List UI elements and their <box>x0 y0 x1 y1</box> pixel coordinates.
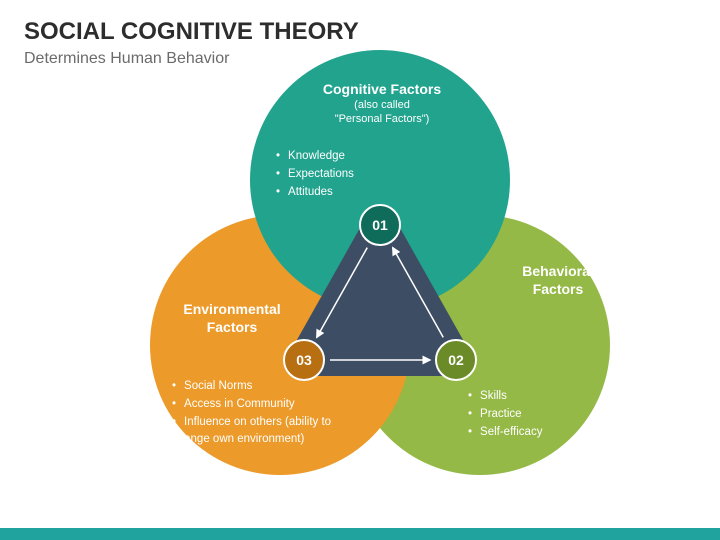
bullets-cognitive: KnowledgeExpectationsAttitudes <box>276 148 354 201</box>
badge-02: 02 <box>435 339 477 381</box>
bullet-item: Self-efficacy <box>468 424 542 442</box>
badge-01: 01 <box>359 204 401 246</box>
bullets-behavioral: SkillsPracticeSelf-efficacy <box>468 388 542 441</box>
bullet-item: Social Norms <box>172 378 362 396</box>
diagram-canvas: Cognitive Factors(also called"Personal F… <box>0 0 720 540</box>
bullet-item: Skills <box>468 388 542 406</box>
circle-label-cognitive: Cognitive Factors(also called"Personal F… <box>322 80 442 127</box>
bullet-item: Knowledge <box>276 148 354 166</box>
bullet-item: Attitudes <box>276 184 354 202</box>
circle-label-behavioral: BehavioralFactors <box>498 262 618 298</box>
bullet-item: Access in Community <box>172 396 362 414</box>
bullets-environmental: Social NormsAccess in CommunityInfluence… <box>172 378 362 449</box>
bullet-item: Expectations <box>276 166 354 184</box>
bullet-item: Practice <box>468 406 542 424</box>
bullet-item: Influence on others (ability to change o… <box>172 414 362 450</box>
badge-03: 03 <box>283 339 325 381</box>
circle-label-environmental: EnvironmentalFactors <box>172 300 292 336</box>
